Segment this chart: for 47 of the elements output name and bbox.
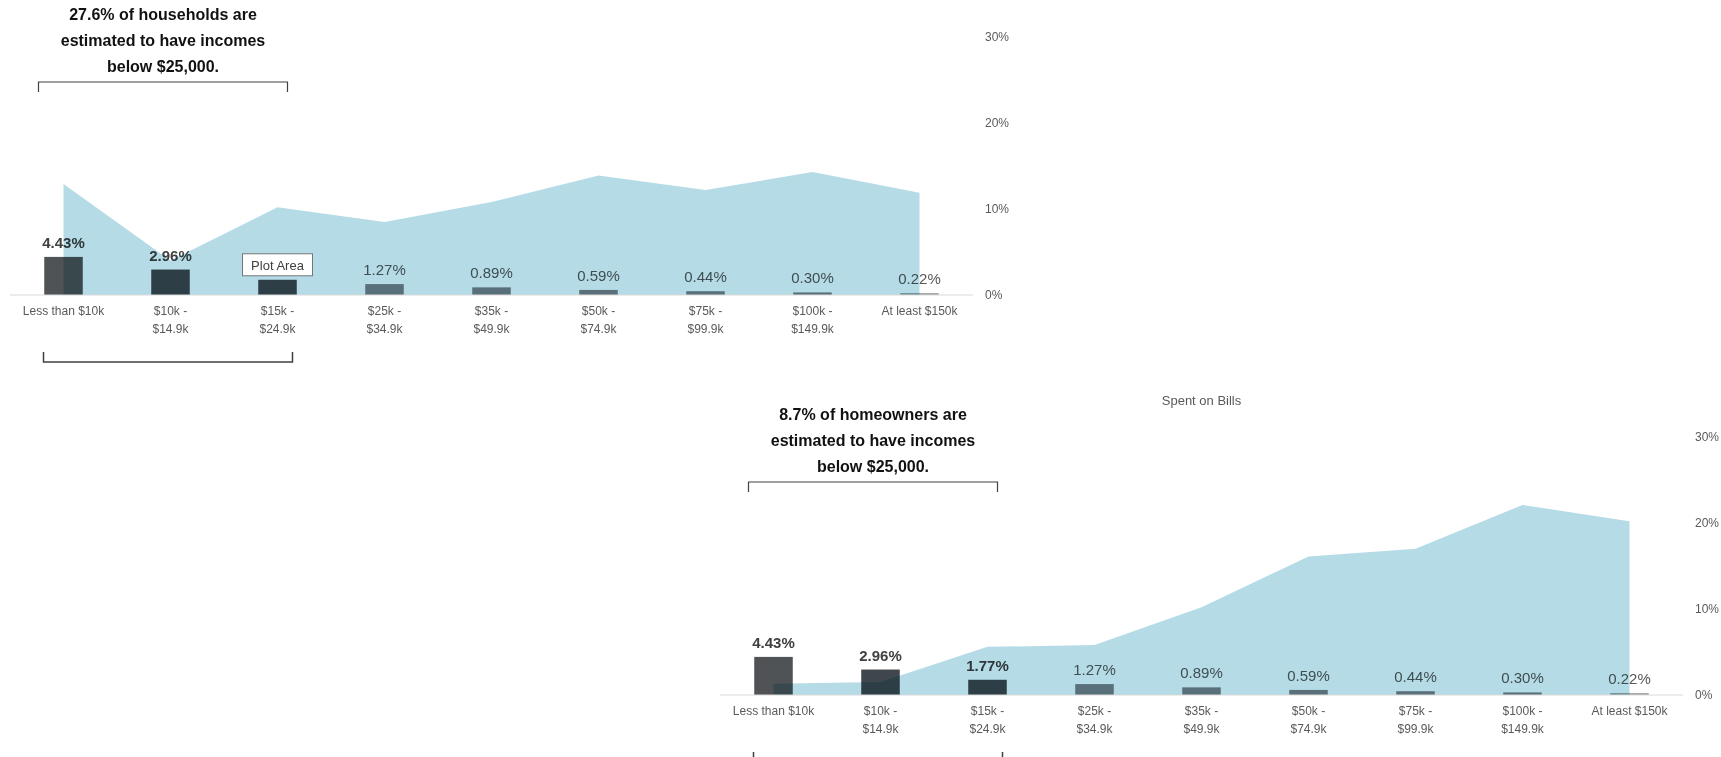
data-label: 2.96% bbox=[859, 646, 902, 664]
x-tick-label: $50k - $74.9k bbox=[1290, 704, 1328, 736]
y-tick-label: 0% bbox=[985, 288, 1003, 302]
x-tick-label: $25k - $34.9k bbox=[1076, 704, 1114, 736]
x-tick-label: $100k - $149.9k bbox=[791, 304, 835, 336]
y-tick-label: 10% bbox=[985, 202, 1010, 216]
data-label: 4.43% bbox=[752, 633, 795, 651]
y-tick-label: 0% bbox=[1695, 688, 1713, 702]
data-label: 0.89% bbox=[470, 264, 513, 282]
data-label: 4.43% bbox=[42, 233, 85, 251]
y-tick-label: 20% bbox=[1695, 516, 1720, 530]
x-tick-label: $35k - $49.9k bbox=[1183, 704, 1221, 736]
x-tick-label: $10k - $14.9k bbox=[152, 304, 190, 336]
data-label: 2.96% bbox=[149, 246, 192, 264]
data-label: 0.30% bbox=[791, 269, 834, 287]
y-tick-label: 10% bbox=[1695, 602, 1720, 616]
y-tick-label: 30% bbox=[1695, 430, 1720, 444]
annotation: 8.7% of homeowners are estimated to have incomes below $25,000. bbox=[770, 406, 976, 475]
x-tick-label: $15k - $24.9k bbox=[969, 704, 1007, 736]
x-tick-label: $35k - $49.9k bbox=[473, 304, 511, 336]
x-tick-label: $50k - $74.9k bbox=[580, 304, 618, 336]
x-tick-label: $15k - $24.9k bbox=[259, 304, 297, 336]
data-label: 0.44% bbox=[684, 268, 727, 286]
data-label: 0.22% bbox=[898, 270, 941, 288]
x-tick-label: $100k - $149.9k bbox=[1501, 704, 1545, 736]
x-tick-label: Less than $10k bbox=[22, 304, 106, 318]
x-tick-label: $25k - $34.9k bbox=[366, 304, 404, 336]
data-label: 1.27% bbox=[1073, 661, 1116, 679]
chart-title: Spent on Bills bbox=[1161, 393, 1242, 408]
data-label: 0.59% bbox=[577, 266, 620, 284]
x-tick-label: Less than $10k bbox=[732, 704, 816, 718]
data-label: 0.22% bbox=[1608, 670, 1651, 688]
data-label: 0.59% bbox=[1287, 666, 1330, 684]
y-tick-label: 30% bbox=[985, 30, 1010, 44]
data-label: 0.44% bbox=[1394, 668, 1437, 686]
x-tick-label: $75k - $99.9k bbox=[1397, 704, 1435, 736]
x-tick-label: At least $150k bbox=[881, 304, 959, 318]
annotation: Plot Area bbox=[251, 257, 305, 273]
data-label: 1.77% bbox=[966, 656, 1009, 674]
x-tick-label: $10k - $14.9k bbox=[862, 704, 900, 736]
data-label: 0.89% bbox=[1180, 664, 1223, 682]
y-tick-label: 20% bbox=[985, 116, 1010, 130]
annotation: 27.6% of households are estimated to have incomes below $25,000. bbox=[60, 6, 266, 75]
x-tick-label: At least $150k bbox=[1591, 704, 1669, 718]
x-tick-label: $75k - $99.9k bbox=[687, 304, 725, 336]
data-label: 1.27% bbox=[363, 261, 406, 279]
data-label: 0.30% bbox=[1501, 669, 1544, 687]
